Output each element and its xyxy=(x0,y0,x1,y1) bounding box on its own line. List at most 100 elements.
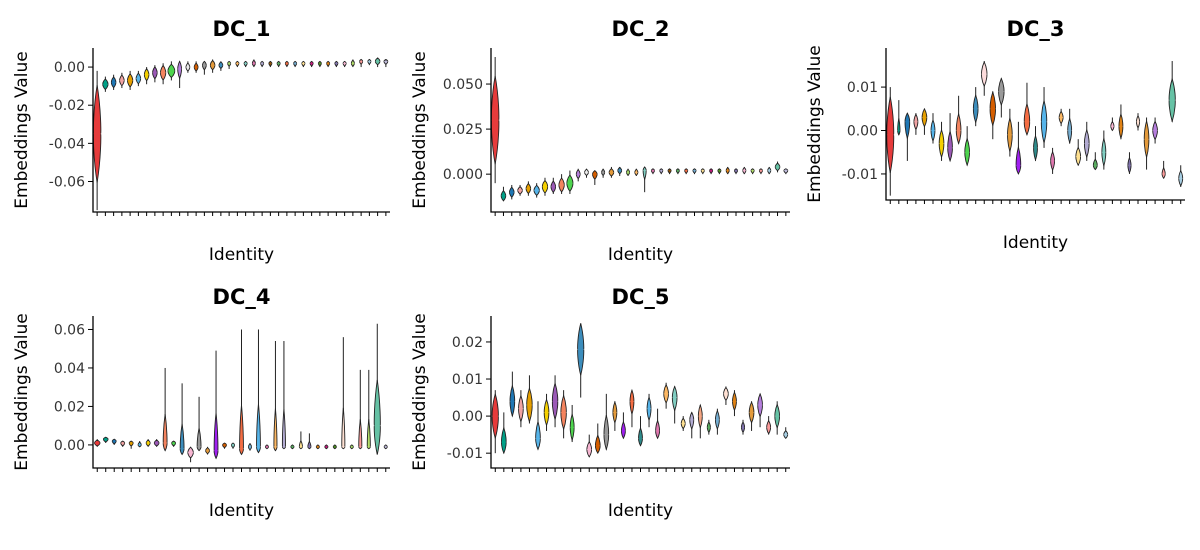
violin-3 xyxy=(904,112,911,141)
violin-32 xyxy=(358,419,363,450)
panel-dc-1: DC_1 Embeddings Value Identity 0.00 -0.02 -0.… xyxy=(12,17,390,265)
violin-27 xyxy=(715,409,720,430)
violin-15 xyxy=(213,412,219,460)
violin-22 xyxy=(268,60,273,67)
violin-23 xyxy=(281,409,286,450)
violin-5 xyxy=(128,440,134,447)
violin-2 xyxy=(500,190,507,202)
violin-26 xyxy=(301,60,306,67)
y-tick-label: -0.04 xyxy=(49,136,85,152)
violin-4 xyxy=(913,113,919,131)
violin-29 xyxy=(332,444,337,450)
violin-7 xyxy=(143,67,150,82)
violin-33 xyxy=(758,168,763,174)
violin-24 xyxy=(284,60,289,67)
violin-28 xyxy=(717,168,722,174)
violin-11 xyxy=(177,60,182,80)
violin-32 xyxy=(757,392,763,418)
violin-4 xyxy=(119,74,125,87)
violin-2 xyxy=(897,118,901,136)
violin-36 xyxy=(783,168,789,174)
violin-12 xyxy=(981,60,988,88)
violin-1 xyxy=(490,75,500,165)
y-tick-label: 0.04 xyxy=(54,361,85,377)
panel-title: DC_4 xyxy=(213,285,271,309)
y-tick-label: 0.00 xyxy=(54,438,85,454)
violin-26 xyxy=(1101,136,1107,168)
violin-32 xyxy=(350,59,355,67)
violin-21 xyxy=(659,168,664,174)
violin-15 xyxy=(209,59,216,71)
violin-29 xyxy=(725,166,730,175)
violin-29 xyxy=(326,60,331,67)
violin-13 xyxy=(989,90,996,127)
panel-title: DC_3 xyxy=(1007,17,1065,41)
panel-dc-4: DC_4 Embeddings Value Identity 0.06 0.04 0.02… xyxy=(12,285,390,521)
violin-23 xyxy=(1075,146,1081,167)
violin-14 xyxy=(202,60,207,71)
violin-6 xyxy=(135,72,142,85)
y-tick-label: -0.01 xyxy=(447,446,483,462)
violin-13 xyxy=(193,62,199,72)
violin-19 xyxy=(248,443,252,451)
violin-25 xyxy=(1092,158,1098,171)
violin-19 xyxy=(642,166,647,181)
violin-9 xyxy=(955,112,962,145)
violin-25 xyxy=(692,168,697,174)
violin-34 xyxy=(367,58,372,65)
y-axis-label: Embeddings Value xyxy=(805,45,825,202)
violin-34 xyxy=(1168,77,1176,123)
violin-21 xyxy=(1058,110,1064,125)
violin-9 xyxy=(560,394,567,431)
y-tick-label: -0.01 xyxy=(842,167,878,183)
violin-5 xyxy=(526,386,533,424)
violin-12 xyxy=(185,62,191,72)
violin-27 xyxy=(1110,120,1115,132)
violin-20 xyxy=(1050,150,1055,172)
violin-28 xyxy=(723,386,729,402)
violin-33 xyxy=(359,58,364,65)
violin-13 xyxy=(196,427,202,452)
violin-7 xyxy=(938,128,945,159)
violin-24 xyxy=(290,444,295,450)
violin-8 xyxy=(551,381,559,421)
violin-9 xyxy=(558,177,565,193)
violin-21 xyxy=(264,444,269,450)
x-axis-label: Identity xyxy=(209,501,274,521)
violin-4 xyxy=(120,440,126,447)
violin-22 xyxy=(1067,116,1073,145)
violin-16 xyxy=(621,420,626,440)
panel-title: DC_1 xyxy=(213,17,271,41)
violin-30 xyxy=(341,407,346,450)
axis-lines xyxy=(92,316,390,469)
violin-13 xyxy=(592,169,598,180)
violin-14 xyxy=(205,447,210,455)
violin-21 xyxy=(663,383,669,404)
y-tick-label: 0.050 xyxy=(443,77,483,93)
y-tick-label: 0.00 xyxy=(452,409,483,425)
violin-20 xyxy=(251,59,256,67)
violin-29 xyxy=(1127,156,1132,174)
y-axis-label: Embeddings Value xyxy=(12,51,32,208)
violin-1 xyxy=(491,392,499,440)
violin-9 xyxy=(160,64,167,81)
violin-18 xyxy=(638,426,643,447)
violin-7 xyxy=(145,439,151,447)
violin-8 xyxy=(550,180,556,194)
violin-5 xyxy=(921,107,928,128)
y-tick-label: 0.00 xyxy=(54,60,85,76)
x-axis-label: Identity xyxy=(608,501,673,521)
violin-34 xyxy=(767,166,772,175)
panel-dc-3: DC_3 Embeddings Value Identity 0.01 0.00 -0.0… xyxy=(805,17,1185,253)
violin-28 xyxy=(1118,112,1124,140)
violin-11 xyxy=(972,93,979,124)
violin-29 xyxy=(732,391,737,412)
violin-2 xyxy=(102,436,109,443)
violin-6 xyxy=(533,184,540,197)
violin-26 xyxy=(700,168,705,174)
violin-6 xyxy=(930,118,936,143)
violin-18 xyxy=(239,404,244,456)
violin-20 xyxy=(651,168,655,174)
violin-16 xyxy=(222,442,227,449)
violin-12 xyxy=(584,168,589,177)
